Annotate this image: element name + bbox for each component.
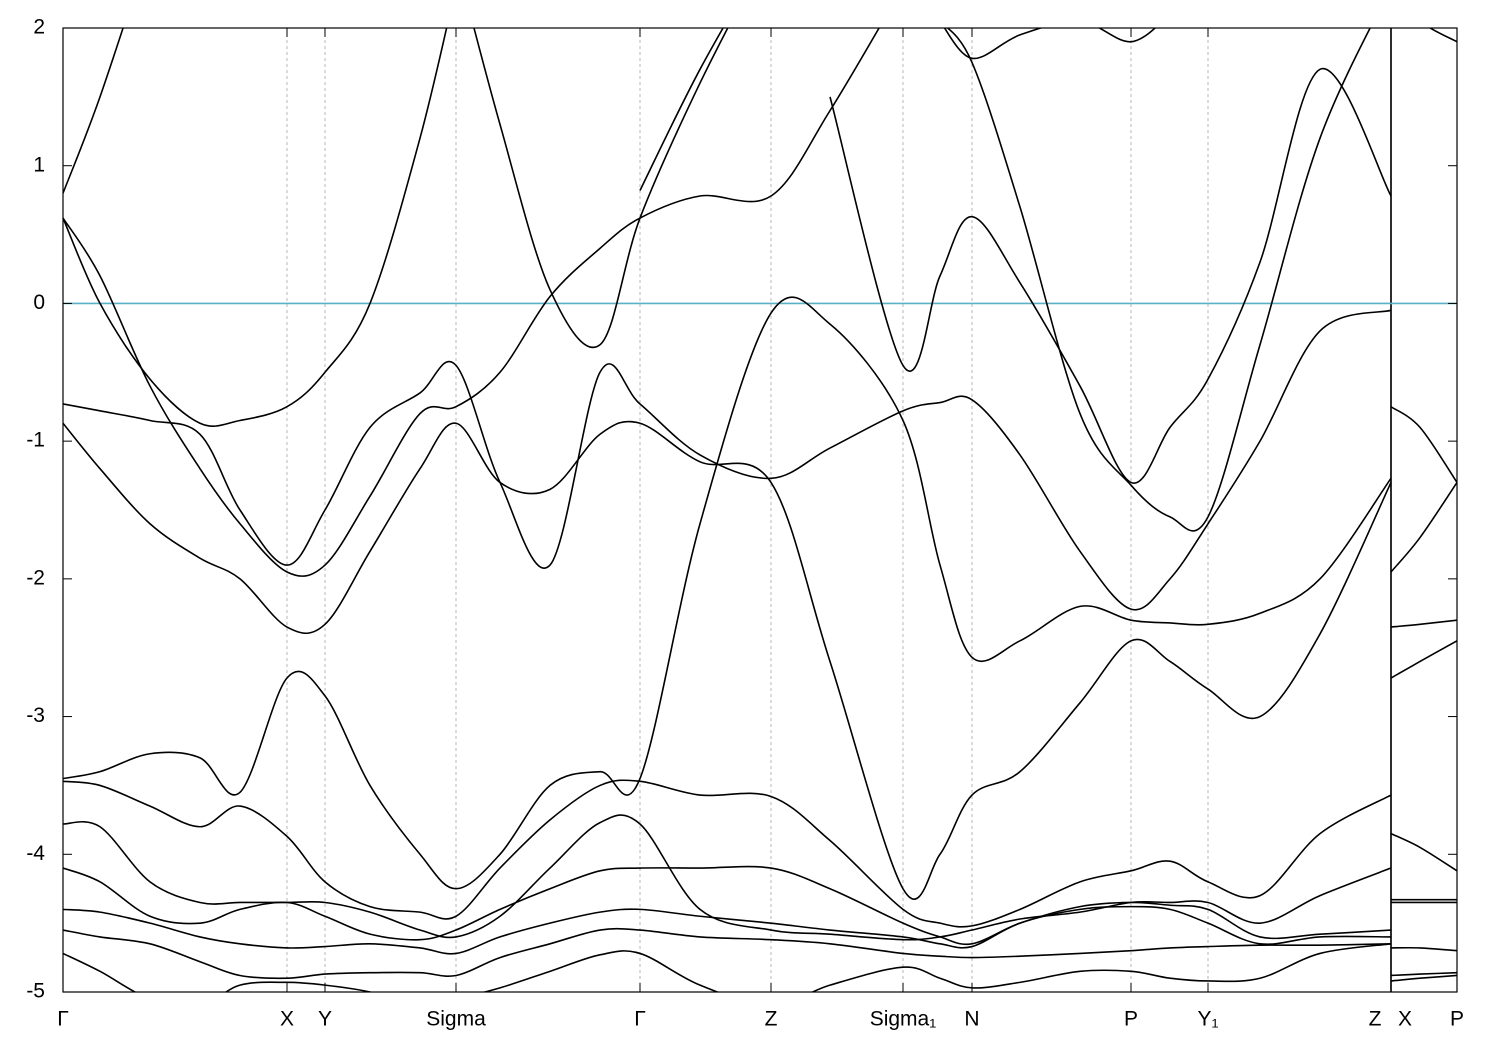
x-tick-label: Sigma — [426, 1008, 486, 1031]
plot-frame — [62, 27, 1458, 993]
x-tick-label: X — [280, 1008, 294, 1031]
x-tick-label: Y — [318, 1008, 332, 1031]
band-line — [63, 28, 880, 577]
x-tick-label: Sigma₁ — [870, 1008, 937, 1031]
grid — [63, 28, 1457, 992]
band-line — [63, 309, 1457, 611]
y-tick-label: -2 — [26, 566, 45, 589]
x-tick-label: Z — [765, 1008, 778, 1031]
y-tick-label: -4 — [26, 842, 45, 865]
axes: 210-1-2-3-4-5Γ X Y Sigma Γ Z Sigma₁ N P Y₁ Z X P — [26, 16, 1464, 1031]
band-line — [63, 865, 1457, 946]
x-tick-label: Γ — [57, 1008, 69, 1031]
band-line — [63, 927, 1457, 980]
y-tick-label: -1 — [26, 429, 45, 452]
x-tick-label: N — [964, 1008, 979, 1031]
band-line — [63, 28, 724, 194]
y-tick-label: -3 — [26, 704, 45, 727]
x-tick-label: X — [1398, 1008, 1412, 1031]
x-tick-label: Y₁ — [1197, 1008, 1218, 1031]
band-line — [946, 28, 1372, 532]
band-line — [63, 28, 448, 427]
band-line — [63, 296, 1457, 890]
band-line — [63, 943, 1457, 992]
band-line — [63, 814, 1457, 941]
x-tick-label: P — [1124, 1008, 1138, 1031]
band-line — [63, 420, 1457, 900]
x-tick-label: P — [1450, 1008, 1464, 1031]
band-line — [473, 28, 729, 348]
band-line — [63, 905, 1457, 955]
y-tick-label: 1 — [33, 153, 45, 176]
y-tick-label: 2 — [33, 16, 45, 39]
y-tick-label: -5 — [26, 980, 45, 1003]
band-line — [943, 28, 1457, 60]
x-tick-label: Γ — [634, 1008, 646, 1031]
band-line — [829, 68, 1457, 484]
band-line — [63, 779, 1457, 928]
x-tick-label: Z — [1369, 1008, 1382, 1031]
bands — [63, 28, 1457, 992]
y-tick-label: 0 — [33, 291, 45, 314]
